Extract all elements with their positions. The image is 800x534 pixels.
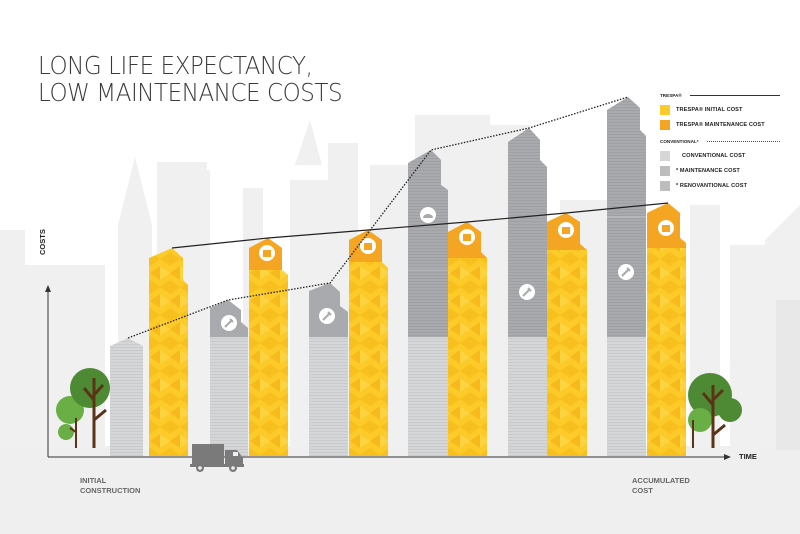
legend-conventional-header: CONVENTIONAL* — [660, 136, 780, 146]
yellow-swatch-icon — [660, 104, 670, 115]
maintenance-icon — [221, 315, 237, 331]
x-end-label: ACCUMULATED COST — [632, 476, 690, 495]
bucket-icon — [658, 220, 674, 236]
conventional-bars — [110, 97, 646, 456]
bar-icons — [221, 207, 674, 331]
renovation-swatch-icon — [660, 180, 670, 191]
truck-icon — [190, 444, 244, 472]
legend-item-conventional-renovation: * RENOVANTIONAL COST — [660, 180, 780, 191]
title-line-1: LONG LIFE EXPECTANCY, — [38, 51, 313, 80]
bucket-icon — [259, 245, 275, 261]
axes — [45, 285, 731, 460]
legend-trespa-header: TRESPA® — [660, 90, 780, 100]
ground-band — [0, 446, 800, 534]
maintenance-swatch-icon — [660, 165, 670, 176]
bucket-icon — [558, 222, 574, 238]
bucket-icon — [360, 238, 376, 254]
legend-item-trespa-initial: TRESPA® INITIAL COST — [660, 104, 780, 115]
tree-icon-left — [56, 368, 110, 448]
bucket-icon — [459, 229, 475, 245]
solid-line-swatch — [689, 94, 780, 96]
maintenance-icon — [519, 284, 535, 300]
legend-item-conventional-maintenance: * MAINTENANCE COST — [660, 165, 780, 176]
trespa-bars — [149, 203, 686, 456]
legend: TRESPA® TRESPA® INITIAL COST TRESPA® MAI… — [660, 90, 780, 195]
x-axis-label: TIME — [739, 452, 757, 461]
orange-bucket-swatch-icon — [660, 119, 670, 130]
maintenance-icon — [618, 264, 634, 280]
renovation-icon — [420, 207, 436, 223]
tree-icon-right — [688, 373, 742, 448]
x-start-label: INITIAL CONSTRUCTION — [80, 476, 141, 495]
legend-item-trespa-maintenance: TRESPA® MAINTENANCE COST — [660, 119, 780, 130]
legend-item-conventional-cost: CONVENTIONAL COST — [660, 150, 780, 161]
maintenance-icon — [319, 308, 335, 324]
conventional-trend-line — [127, 96, 629, 339]
title-line-2: LOW MAINTENANCE COSTS — [38, 78, 343, 107]
gray-swatch-icon — [660, 150, 670, 161]
trespa-trend-line — [171, 202, 669, 249]
dotted-line-swatch — [706, 140, 780, 142]
page-title: LONG LIFE EXPECTANCY, LOW MAINTENANCE CO… — [38, 51, 343, 107]
y-axis-label: COSTS — [38, 229, 47, 255]
